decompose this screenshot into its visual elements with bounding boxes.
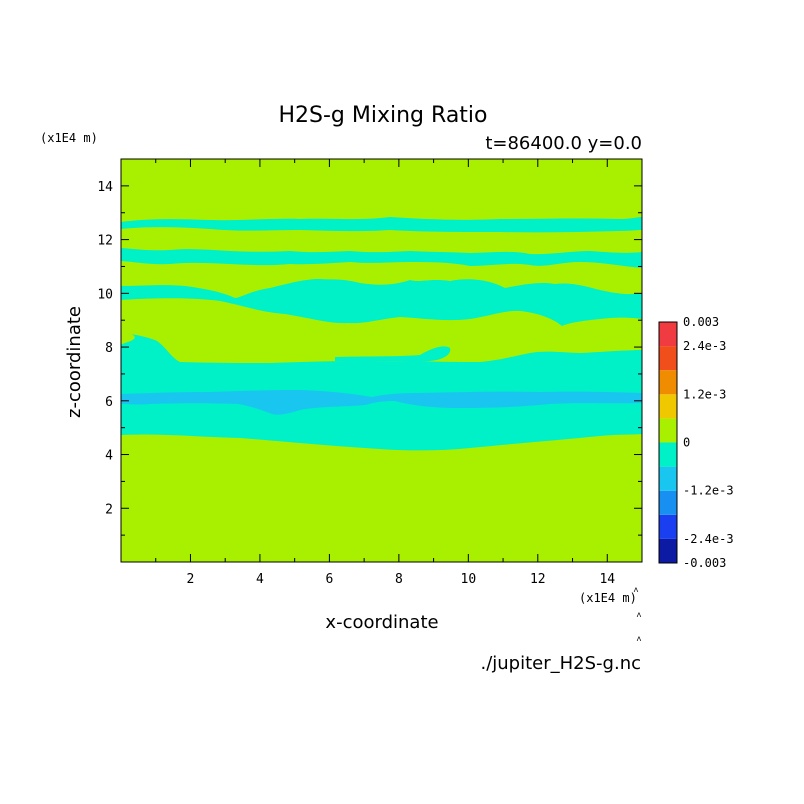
- colorbar-segment: [659, 322, 677, 347]
- colorbar-tick-label: 1.2e-3: [683, 387, 726, 401]
- colorbar-segment: [659, 514, 677, 539]
- y-axis: 2 4 6 8 10 12 14: [97, 180, 642, 536]
- colorbar-segment: [659, 394, 677, 419]
- colorbar-segment: [659, 442, 677, 467]
- colorbar-segment: [659, 346, 677, 371]
- colorbar-tick-label: 2.4e-3: [683, 339, 726, 353]
- contour-band-strong-negative: [121, 390, 642, 415]
- y-tick-label: 4: [105, 449, 113, 464]
- chart-subtitle: t=86400.0 y=0.0: [485, 133, 642, 154]
- colorbar-segment: [659, 370, 677, 395]
- x-tick-label: 8: [395, 572, 403, 587]
- x-tick-label: 6: [325, 572, 333, 587]
- x-unit-label: (x1E4 m): [579, 591, 637, 605]
- colorbar-tick-label: -0.003: [683, 556, 726, 570]
- y-axis-label: z-coordinate: [64, 306, 85, 418]
- x-tick-label: 4: [256, 572, 264, 587]
- y-tick-label: 12: [97, 234, 113, 249]
- x-axis-label: x-coordinate: [325, 612, 438, 633]
- x-tick-label: 12: [530, 572, 546, 587]
- colorbar-frame: [658, 321, 678, 564]
- x-tick-label: 2: [187, 572, 195, 587]
- colorbar-segment: [659, 466, 677, 491]
- colorbar-segment: [659, 538, 677, 563]
- contour-tongue-mid: [335, 346, 451, 362]
- x-tick-label: 10: [461, 572, 477, 587]
- contour-island-upper: [121, 298, 642, 363]
- y-tick-label: 8: [105, 341, 113, 356]
- y-tick-label: 14: [97, 180, 113, 195]
- x-tick-label: 14: [599, 572, 615, 587]
- axis-marker: ˄: [633, 586, 638, 596]
- colorbar-segment: [659, 418, 677, 443]
- y-tick-label: 10: [97, 287, 113, 302]
- x-axis: 2 4 6 8 10 12 14: [155, 159, 615, 587]
- plot-area: [120, 158, 643, 563]
- contour-top-island: [121, 227, 642, 255]
- colorbar: 0.003 2.4e-3 1.2e-3 0 -1.2e-3 -2.4e-3 -0.003: [658, 315, 734, 570]
- colorbar-tick-label: -1.2e-3: [683, 484, 734, 498]
- axis-marker: ˄: [636, 611, 641, 621]
- colorbar-tick-label: 0: [683, 436, 690, 450]
- chart-title: H2S-g Mixing Ratio: [278, 103, 487, 128]
- colorbar-tick-label: 0.003: [683, 315, 719, 329]
- y-tick-label: 6: [105, 395, 113, 410]
- source-file-label: ./jupiter_H2S-g.nc: [480, 653, 641, 674]
- colorbar-tick-label: -2.4e-3: [683, 532, 734, 546]
- plot-frame: [120, 158, 643, 563]
- colorbar-segment: [659, 490, 677, 515]
- y-tick-label: 2: [105, 502, 113, 517]
- y-unit-label: (x1E4 m): [40, 131, 98, 145]
- axis-marker: ˄: [636, 635, 641, 645]
